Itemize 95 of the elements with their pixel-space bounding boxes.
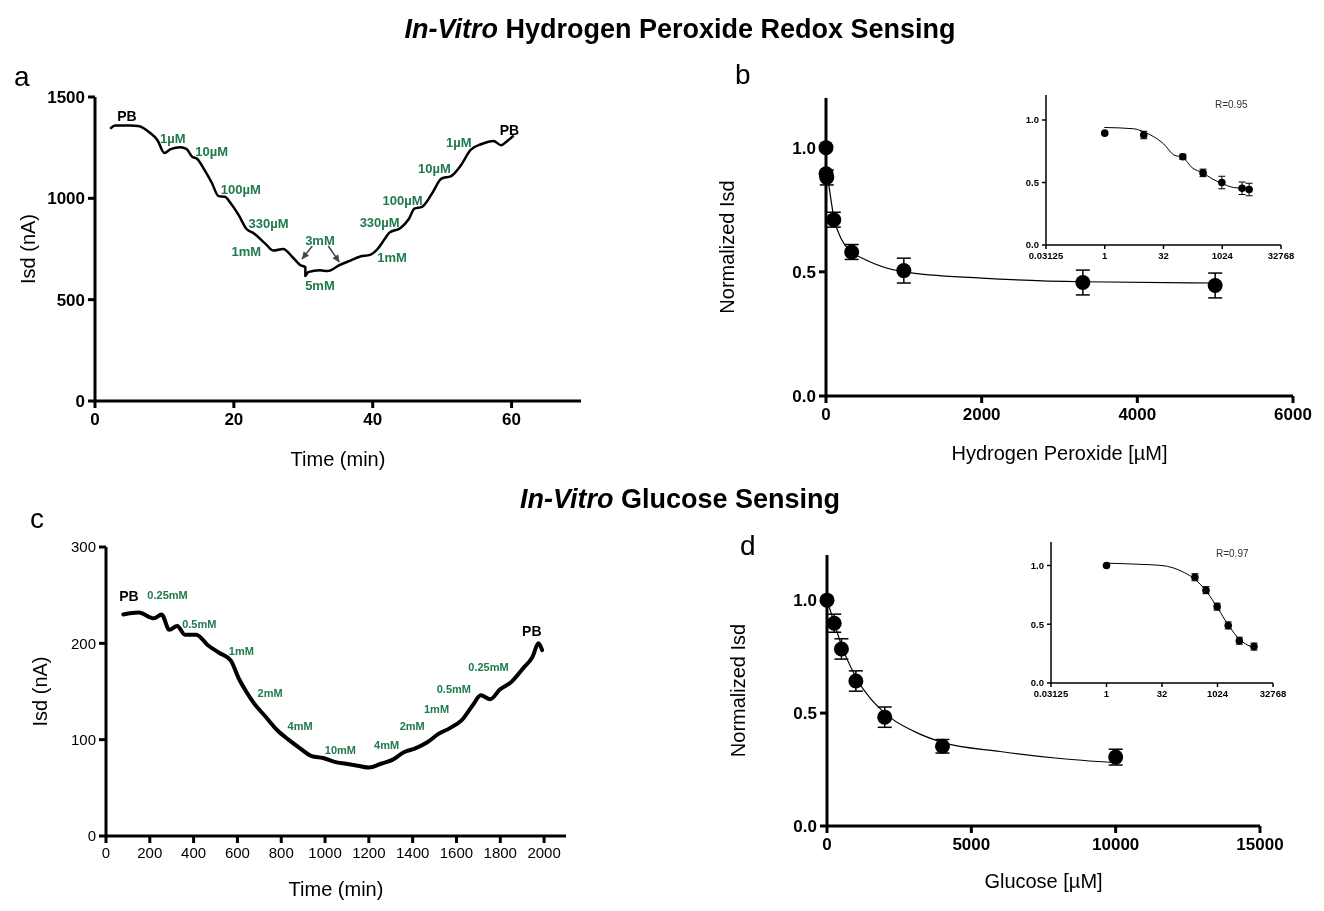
annotation: PB	[119, 588, 139, 605]
x-tick-label: 0	[821, 405, 831, 424]
x-tick-label: 1	[1102, 249, 1109, 261]
x-tick-label: 600	[224, 844, 250, 861]
x-axis-title: Time (min)	[288, 878, 384, 900]
y-tick-label: 0.5	[793, 704, 817, 724]
x-tick-label: 1400	[395, 844, 430, 861]
x-axis-title: Hydrogen Peroxide [µM]	[951, 442, 1168, 464]
x-tick-label: 60	[502, 410, 522, 429]
x-tick-label: 32768	[1267, 249, 1295, 261]
y-tick-label: 0.5	[1030, 618, 1045, 630]
x-tick-label: 200	[137, 844, 163, 861]
annotation: 2mM	[257, 687, 283, 700]
x-tick-label: 20	[224, 410, 244, 429]
y-tick-label: 0.0	[1030, 677, 1044, 689]
x-axis-title: Time (min)	[290, 448, 386, 470]
x-tick-label: 2000	[527, 844, 561, 861]
y-tick-label: 1500	[47, 87, 85, 107]
x-tick-label: 800	[268, 844, 294, 861]
annotation: 1mM	[231, 243, 262, 259]
annotation: R=0.95	[1215, 99, 1248, 110]
y-tick-label: 300	[70, 538, 96, 556]
annotation: 10mM	[324, 744, 356, 757]
text: In-Vitro Glucose Sensing	[519, 484, 841, 514]
y-tick-label: 0.5	[1025, 176, 1040, 188]
y-axis-title: Isd (nA)	[29, 656, 51, 727]
text: In-Vitro Hydrogen Peroxide Redox Sensing	[404, 14, 956, 44]
x-tick-label: 6000	[1274, 405, 1312, 424]
y-tick-label: 1.0	[793, 591, 817, 611]
x-tick-label: 1800	[483, 844, 517, 861]
x-tick-label: 32	[1158, 249, 1169, 261]
annotation: 1mM	[228, 644, 254, 657]
annotation: PB	[499, 121, 520, 138]
annotation: 3mM	[305, 232, 335, 248]
annotation: 100µM	[382, 192, 423, 208]
annotation: 0.5mM	[436, 683, 471, 696]
y-tick-label: 1000	[47, 189, 85, 209]
y-tick-label: 500	[56, 290, 85, 310]
y-axis-title: Normalized Isd	[727, 623, 749, 758]
x-tick-label: 2000	[962, 405, 1001, 424]
annotation: PB	[522, 622, 542, 639]
text: a	[14, 61, 30, 92]
x-tick-label: 1200	[352, 844, 386, 861]
y-axis-title: Normalized Isd	[716, 180, 738, 314]
y-tick-label: 1.0	[1025, 114, 1039, 126]
annotation: 1µM	[159, 130, 186, 146]
x-tick-label: 0.03125	[1033, 687, 1069, 699]
x-tick-label: 15000	[1236, 835, 1284, 854]
annotation: 0.25mM	[147, 589, 188, 602]
x-tick-label: 1600	[439, 844, 474, 861]
annotation: 330µM	[248, 216, 289, 232]
y-tick-label: 0.0	[792, 386, 816, 406]
annotation: 2mM	[399, 720, 425, 733]
annotation: 10µM	[418, 160, 451, 176]
x-tick-label: 1024	[1206, 687, 1229, 699]
y-tick-label: 0	[75, 391, 85, 411]
y-tick-label: 0.5	[792, 262, 816, 282]
y-axis-title: Isd (nA)	[17, 213, 39, 285]
x-tick-label: 0	[101, 844, 111, 861]
y-tick-label: 200	[70, 634, 96, 652]
annotation: R=0.97	[1216, 548, 1249, 559]
x-tick-label: 400	[181, 844, 207, 861]
line-series	[121, 610, 545, 770]
x-tick-label: 32768	[1259, 687, 1287, 699]
x-axis-title: Glucose [µM]	[984, 870, 1103, 892]
x-tick-label: 10000	[1092, 835, 1140, 854]
x-tick-label: 1000	[308, 844, 342, 861]
annotation: 4mM	[287, 720, 313, 733]
annotation: 0.25mM	[468, 661, 509, 674]
text: b	[735, 59, 751, 90]
text: c	[30, 503, 44, 534]
annotation: 5mM	[305, 277, 335, 293]
x-tick-label: 5000	[952, 835, 991, 854]
x-tick-label: 4000	[1118, 405, 1157, 424]
annotation: 0.5mM	[182, 617, 217, 630]
x-tick-label: 32	[1156, 687, 1168, 699]
y-tick-label: 1.0	[1030, 559, 1044, 571]
annotation: 1mM	[377, 250, 407, 266]
annotation: 100µM	[220, 181, 261, 197]
annotation: 1µM	[446, 134, 472, 150]
x-tick-label: 1024	[1211, 249, 1234, 261]
y-tick-label: 0.0	[793, 816, 817, 836]
y-tick-label: 0.0	[1025, 239, 1039, 251]
annotation: 4mM	[374, 739, 400, 752]
x-tick-label: 0	[822, 835, 832, 854]
y-tick-label: 1.0	[792, 138, 816, 158]
x-tick-label: 1	[1103, 687, 1110, 699]
text: d	[740, 530, 756, 561]
annotation: 1mM	[424, 702, 450, 715]
x-tick-label: 40	[363, 410, 383, 429]
annotation: PB	[117, 107, 137, 124]
x-tick-label: 0.03125	[1028, 249, 1064, 261]
y-tick-label: 100	[70, 730, 96, 748]
annotation: 10µM	[195, 144, 229, 160]
annotation: 330µM	[359, 215, 400, 231]
